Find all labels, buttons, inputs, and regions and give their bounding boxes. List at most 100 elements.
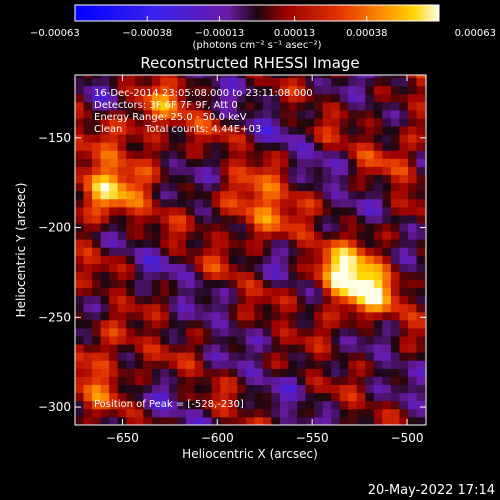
heatmap-cell (185, 166, 195, 176)
heatmap-cell (279, 303, 289, 313)
heatmap-cell (373, 93, 383, 103)
heatmap-cell (382, 368, 392, 377)
heatmap-cell (168, 110, 178, 119)
heatmap-cell (109, 215, 119, 224)
heatmap-cell (271, 416, 281, 425)
heatmap-cell (220, 352, 230, 361)
x-tick-label: −550 (296, 431, 329, 445)
heatmap-cell (185, 336, 195, 345)
heatmap-cell (92, 392, 102, 402)
heatmap-cell (134, 206, 144, 216)
heatmap-cell (254, 190, 264, 200)
heatmap-cell (305, 263, 315, 272)
heatmap-cell (305, 368, 315, 377)
heatmap-cell (305, 311, 315, 321)
heatmap-cell (203, 182, 213, 192)
heatmap-cell (271, 336, 281, 345)
heatmap-cell (75, 416, 84, 425)
heatmap-cell (75, 231, 84, 240)
heatmap-cell (185, 75, 195, 79)
heatmap-cell (399, 215, 409, 224)
colorbar-unit-label: (photons cm⁻² s⁻¹ asec⁻²) (192, 40, 321, 51)
heatmap-cell (390, 271, 400, 281)
heatmap-cell (262, 142, 272, 151)
heatmap-cell (382, 352, 392, 361)
heatmap-cell (168, 150, 178, 159)
heatmap-cell (134, 174, 144, 184)
heatmap-cell (126, 85, 136, 95)
heatmap-cell (75, 190, 84, 200)
heatmap-cell (100, 336, 110, 345)
heatmap-cell (203, 255, 213, 264)
heatmap-cell (237, 255, 247, 264)
heatmap-cell (220, 271, 230, 281)
heatmap-cell (390, 352, 400, 361)
heatmap-cell (288, 239, 298, 248)
heatmap-cell (314, 190, 323, 200)
heatmap-cell (203, 166, 213, 176)
heatmap-cell (220, 376, 230, 386)
heatmap-cell (305, 384, 315, 394)
heatmap-cell (288, 279, 298, 289)
heatmap-cell (203, 126, 213, 135)
heatmap-cell (177, 400, 187, 410)
heatmap-cell (185, 328, 195, 337)
heatmap-cell (373, 231, 383, 240)
heatmap-cell (160, 134, 170, 143)
heatmap-cell (305, 287, 315, 297)
heatmap-cell (245, 263, 255, 272)
heatmap-cell (109, 231, 119, 240)
heatmap-cell (237, 85, 247, 95)
heatmap-cell (220, 231, 230, 240)
heatmap-cell (416, 239, 426, 248)
heatmap-cell (296, 198, 306, 208)
heatmap-cell (262, 303, 272, 313)
heatmap-cell (160, 368, 170, 377)
heatmap-cell (75, 408, 84, 418)
axis-ticks: −650 −600 −550 −500−150−200−250−300 (38, 75, 426, 445)
heatmap-cell (373, 182, 383, 192)
heatmap-cell (134, 110, 144, 119)
heatmap-cell (390, 126, 400, 135)
heatmap-cell (399, 190, 409, 200)
heatmap-cell (194, 231, 204, 240)
heatmap-cell (390, 384, 400, 394)
heatmap-cell (407, 174, 417, 184)
heatmap-cell (92, 271, 102, 281)
heatmap-cell (305, 174, 315, 184)
heatmap-cell (160, 93, 170, 103)
heatmap-cell (245, 215, 255, 224)
heatmap-cell (288, 255, 298, 264)
heatmap-cell (109, 182, 119, 192)
heatmap-cell (228, 142, 238, 151)
heatmap-cell (365, 198, 375, 208)
heatmap-cell (254, 182, 264, 192)
heatmap-cell (177, 352, 187, 361)
heatmap-cell (331, 311, 341, 321)
heatmap-cell (143, 416, 153, 425)
heatmap-cell (126, 320, 136, 329)
heatmap-cell (382, 150, 392, 159)
heatmap-cell (117, 295, 127, 305)
heatmap-cell (100, 85, 110, 95)
heatmap-cell (288, 352, 298, 361)
heatmap-cell (390, 142, 400, 151)
heatmap-cell (203, 376, 213, 386)
heatmap-cell (314, 344, 323, 353)
heatmap-cell (262, 223, 272, 232)
heatmap-cell (348, 174, 358, 184)
heatmap-cell (254, 416, 264, 425)
heatmap-cell (288, 182, 298, 192)
heatmap-cell (356, 215, 366, 224)
heatmap-cell (245, 311, 255, 321)
heatmap-cell (245, 320, 255, 329)
heatmap-cell (245, 336, 255, 345)
heatmap-cell (322, 118, 332, 127)
heatmap-cell (331, 166, 341, 176)
heatmap-cell (185, 85, 195, 95)
heatmap-cell (228, 400, 238, 410)
heatmap-cell (237, 263, 247, 272)
heatmap-cell (168, 85, 178, 95)
heatmap-cell (279, 416, 289, 425)
heatmap-cell (117, 255, 127, 264)
